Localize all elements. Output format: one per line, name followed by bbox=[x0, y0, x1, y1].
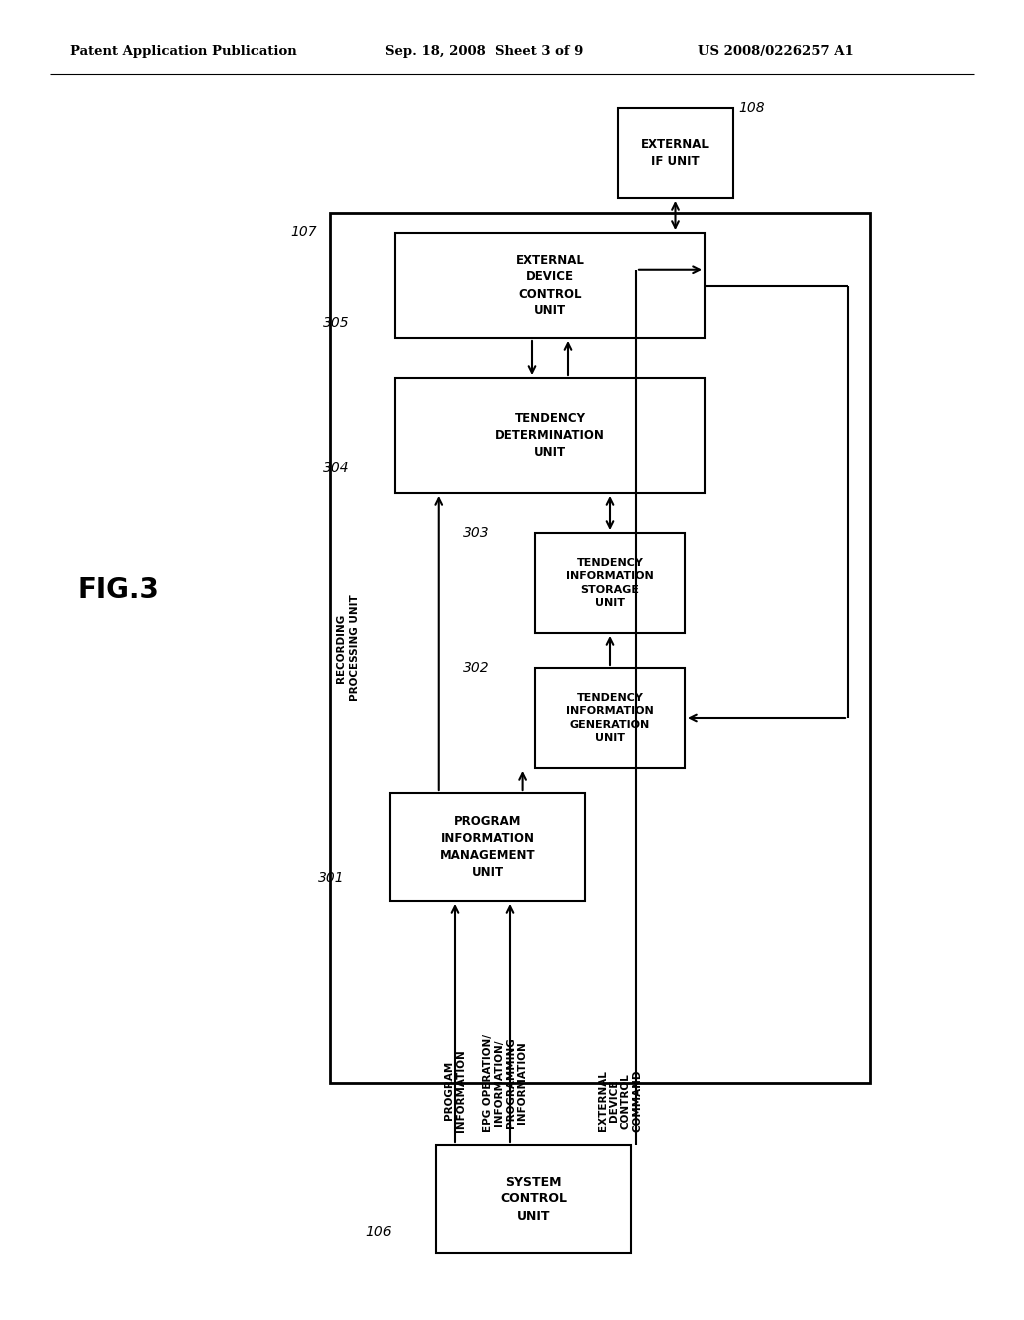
Text: RECORDING
PROCESSING UNIT: RECORDING PROCESSING UNIT bbox=[337, 594, 359, 701]
Text: Sep. 18, 2008  Sheet 3 of 9: Sep. 18, 2008 Sheet 3 of 9 bbox=[385, 45, 584, 58]
Text: Patent Application Publication: Patent Application Publication bbox=[70, 45, 297, 58]
Text: PROGRAM
INFORMATION
MANAGEMENT
UNIT: PROGRAM INFORMATION MANAGEMENT UNIT bbox=[439, 814, 536, 879]
Bar bbox=[395, 234, 705, 338]
Text: TENDENCY
DETERMINATION
UNIT: TENDENCY DETERMINATION UNIT bbox=[495, 412, 605, 459]
Text: 302: 302 bbox=[464, 661, 490, 675]
Text: EXTERNAL
IF UNIT: EXTERNAL IF UNIT bbox=[641, 139, 710, 168]
Text: SYSTEM
CONTROL
UNIT: SYSTEM CONTROL UNIT bbox=[500, 1176, 567, 1222]
Bar bbox=[535, 668, 685, 768]
Text: EXTERNAL
DEVICE
CONTROL
COMMAND: EXTERNAL DEVICE CONTROL COMMAND bbox=[598, 1069, 642, 1133]
Text: EXTERNAL
DEVICE
CONTROL
UNIT: EXTERNAL DEVICE CONTROL UNIT bbox=[515, 253, 585, 318]
Text: 304: 304 bbox=[324, 461, 350, 475]
Text: US 2008/0226257 A1: US 2008/0226257 A1 bbox=[698, 45, 854, 58]
Bar bbox=[330, 213, 870, 1082]
Text: PROGRAM
INFORMATION: PROGRAM INFORMATION bbox=[444, 1049, 466, 1133]
Text: 108: 108 bbox=[738, 102, 765, 115]
Text: TENDENCY
INFORMATION
STORAGE
UNIT: TENDENCY INFORMATION STORAGE UNIT bbox=[566, 558, 654, 607]
Text: EPG OPERATION/
INFORMATION/
PROGRAMMING
INFORMATION: EPG OPERATION/ INFORMATION/ PROGRAMMING … bbox=[482, 1034, 527, 1133]
Text: FIG.3: FIG.3 bbox=[77, 576, 159, 605]
Bar bbox=[618, 108, 733, 198]
Text: 301: 301 bbox=[318, 871, 345, 884]
Bar bbox=[535, 533, 685, 634]
Bar bbox=[395, 378, 705, 492]
Bar bbox=[390, 793, 585, 902]
Bar bbox=[436, 1144, 631, 1253]
Text: 107: 107 bbox=[290, 224, 316, 239]
Text: 305: 305 bbox=[324, 315, 350, 330]
Text: TENDENCY
INFORMATION
GENERATION
UNIT: TENDENCY INFORMATION GENERATION UNIT bbox=[566, 693, 654, 743]
Text: 106: 106 bbox=[366, 1225, 392, 1239]
Text: 303: 303 bbox=[464, 525, 490, 540]
